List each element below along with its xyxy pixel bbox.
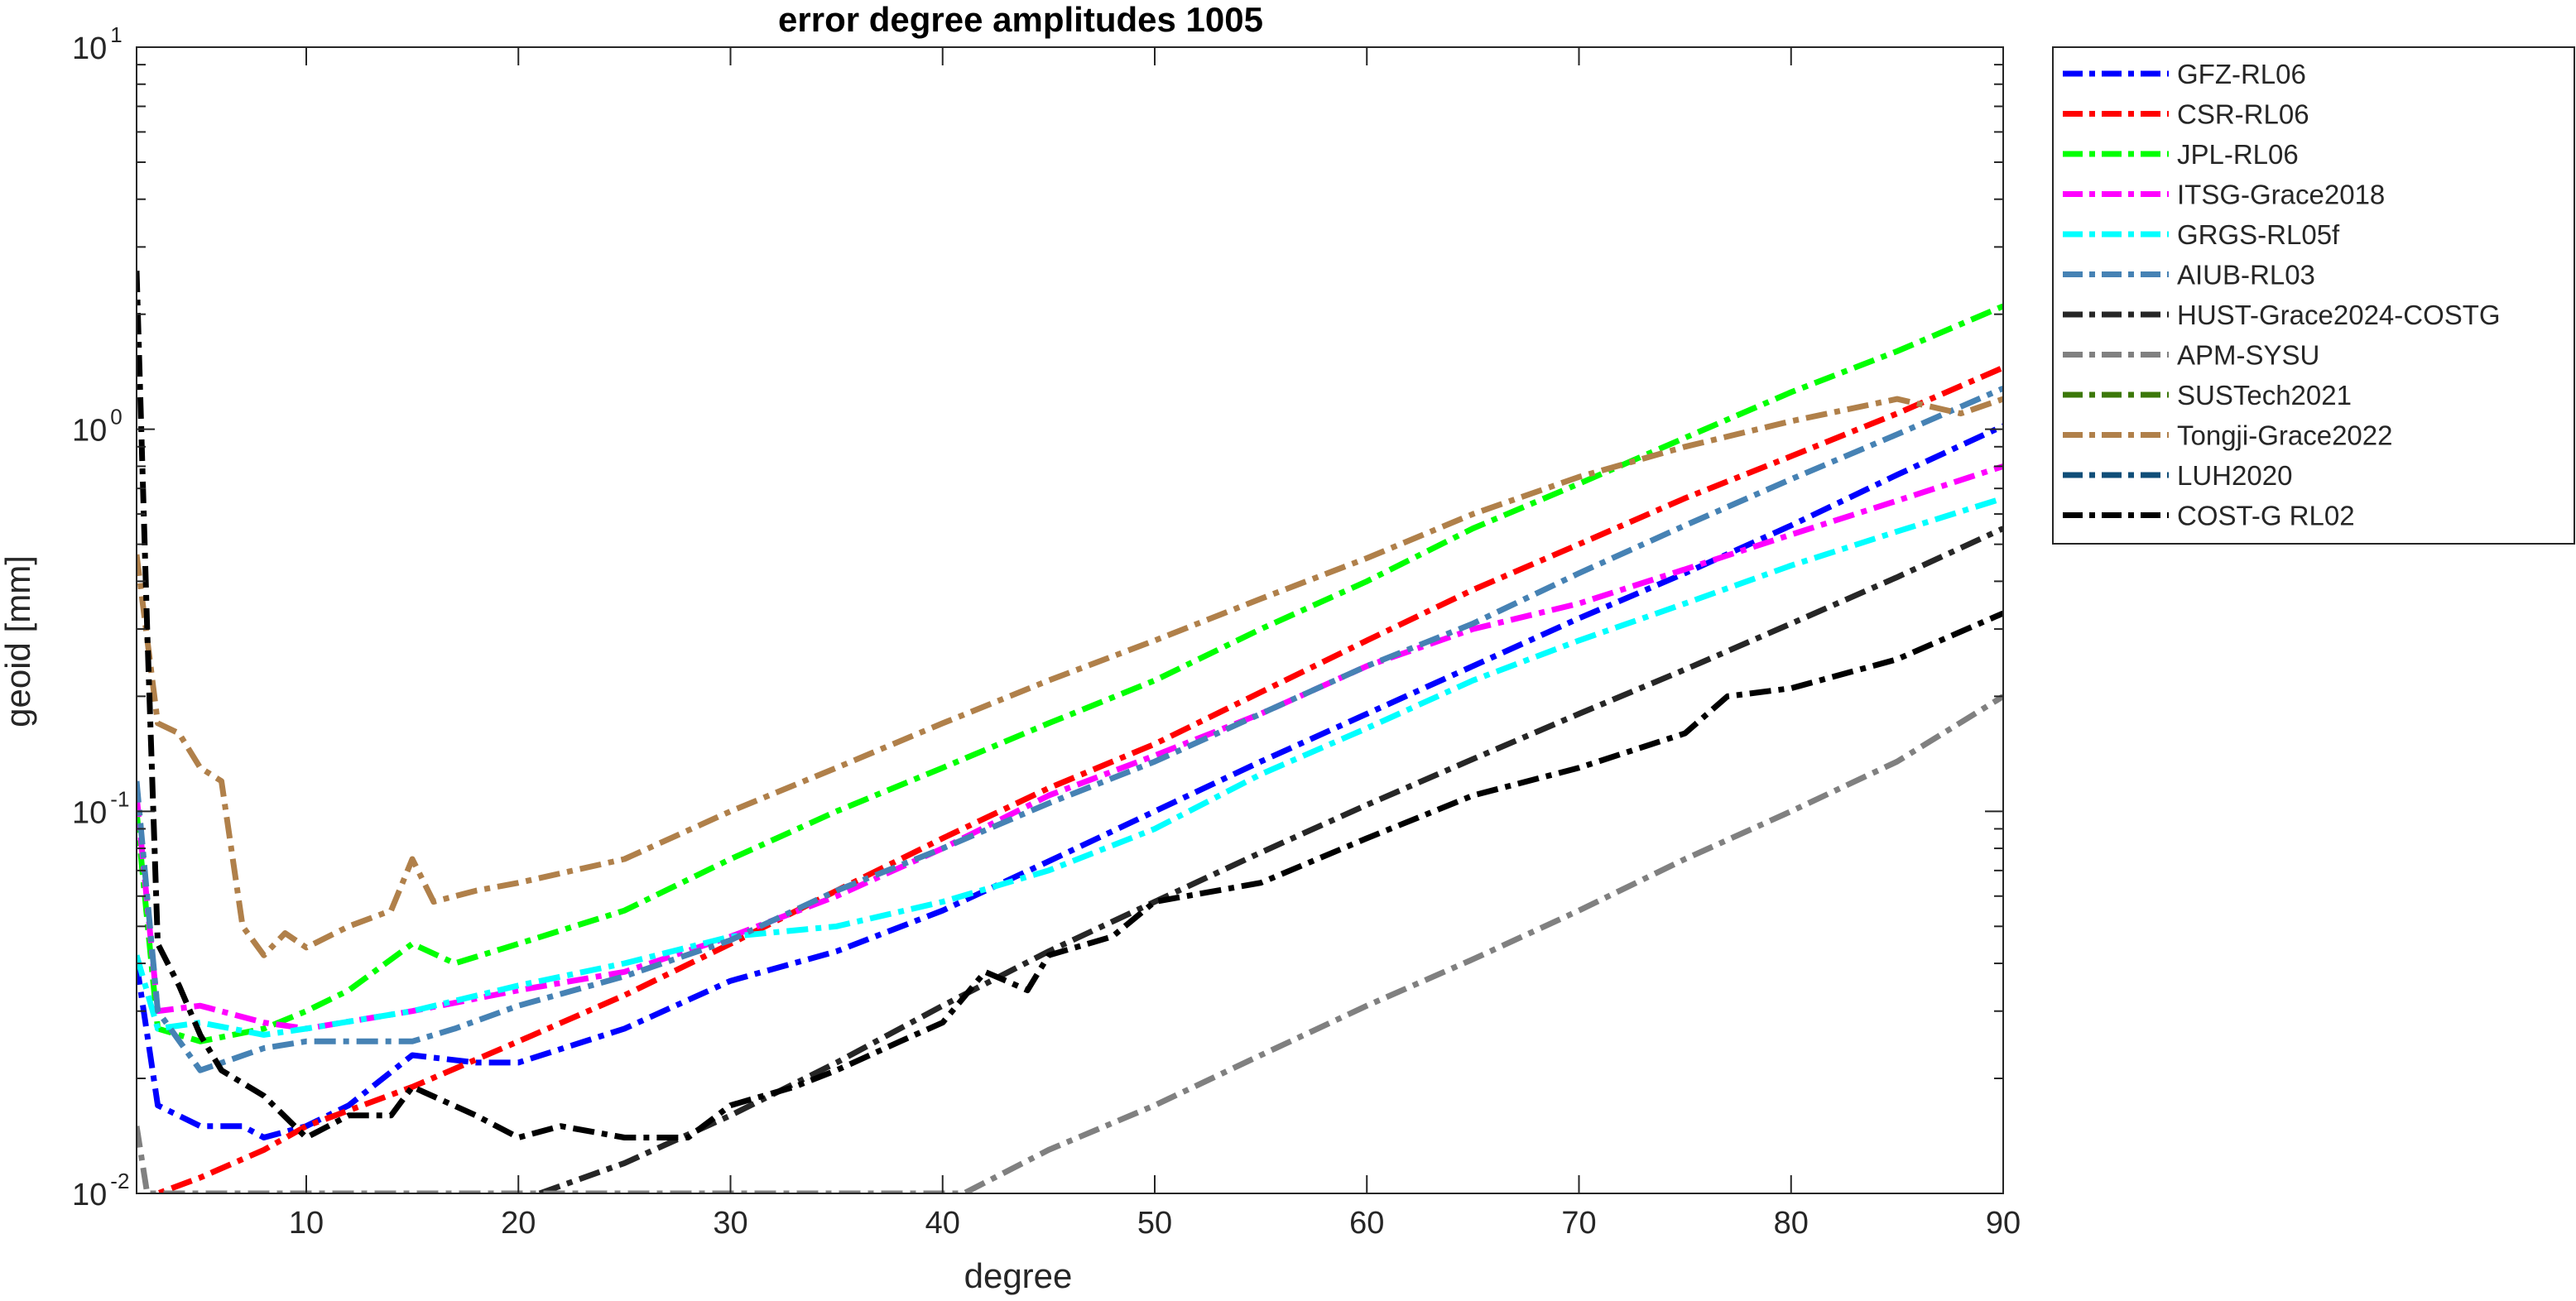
axes-box [136, 46, 2004, 1194]
chart-title: error degree amplitudes 1005 [778, 0, 1263, 39]
x-tick-label: 40 [925, 1206, 960, 1241]
series-line-11 [137, 270, 2003, 1140]
x-tick-label: 30 [713, 1206, 747, 1241]
x-tick-label: 70 [1561, 1206, 1596, 1241]
legend: GFZ-RL06 CSR-RL06 JPL-RL06 ITSG-Grace2018 GR… [2052, 46, 2575, 545]
legend-label-4: GRGS-RL05f [2177, 219, 2340, 250]
legend-label-11: COST-G RL02 [2177, 501, 2355, 531]
legend-label-5: AIUB-RL03 [2177, 260, 2315, 290]
x-axis-label: degree [964, 1256, 1073, 1295]
series-line-4 [137, 495, 2003, 1038]
y-tick-exponent: 1 [110, 22, 122, 47]
y-axis-label: geoid [mm] [0, 555, 37, 727]
y-tick-exponent: -2 [110, 1169, 129, 1193]
legend-label-8: SUSTech2021 [2177, 380, 2352, 410]
legend-label-2: JPL-RL06 [2177, 139, 2299, 170]
series-line-1 [153, 364, 2003, 1193]
x-tick-label: 20 [501, 1206, 536, 1241]
x-tick-label: 50 [1137, 1206, 1172, 1241]
legend-label-3: ITSG-Grace2018 [2177, 180, 2385, 210]
x-tick-label: 80 [1774, 1206, 1809, 1241]
series-line-2 [137, 303, 2003, 1044]
y-tick-exponent: 0 [110, 405, 122, 430]
series-line-5 [137, 385, 2003, 1073]
x-tick-label: 10 [289, 1206, 324, 1241]
plot-area [137, 270, 2003, 1193]
legend-label-6: HUST-Grace2024-COSTG [2177, 300, 2501, 330]
legend-label-0: GFZ-RL06 [2177, 59, 2306, 89]
legend-box [2052, 46, 2575, 545]
legend-label-1: CSR-RL06 [2177, 99, 2309, 130]
x-tick-label: 60 [1349, 1206, 1384, 1241]
y-tick-exponent: -1 [110, 786, 129, 811]
legend-label-10: LUH2020 [2177, 460, 2292, 491]
series-line-7 [137, 694, 2003, 1193]
legend-label-7: APM-SYSU [2177, 340, 2319, 371]
series-line-9 [137, 396, 2003, 958]
x-tick-label: 90 [1986, 1206, 2021, 1241]
series-line-0 [137, 423, 2003, 1140]
legend-label-9: Tongji-Grace2022 [2177, 420, 2393, 451]
